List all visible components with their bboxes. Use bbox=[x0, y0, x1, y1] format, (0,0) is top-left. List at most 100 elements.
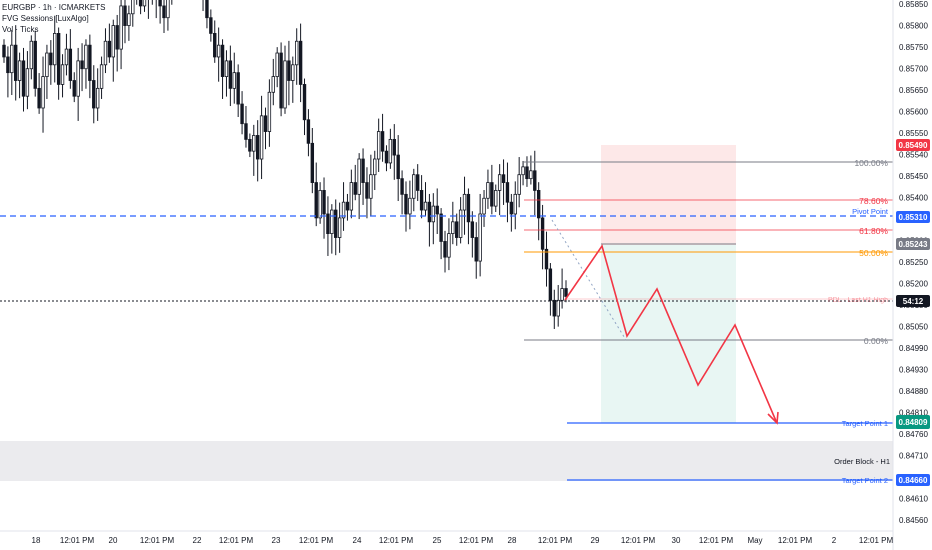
candle-body bbox=[259, 115, 264, 160]
time-tick-label: May bbox=[747, 536, 762, 545]
candle-body bbox=[521, 166, 525, 176]
candle-body bbox=[533, 170, 537, 191]
time-tick-label: 12:01 PM bbox=[299, 536, 334, 545]
price-tick-label: 0.85750 bbox=[899, 43, 928, 52]
price-tick-label: 0.85850 bbox=[899, 0, 928, 9]
fib-0-label: 0.00% bbox=[864, 336, 889, 346]
price-tick-label: 0.85700 bbox=[899, 65, 928, 74]
time-tick-label: 12:01 PM bbox=[140, 536, 175, 545]
candle-body bbox=[400, 178, 404, 195]
candle-body bbox=[427, 201, 432, 223]
time-tick-label: 12:01 PM bbox=[699, 536, 734, 545]
order-block-label: Order Block - H1 bbox=[834, 457, 890, 466]
fib-786-label: 78.60% bbox=[859, 196, 888, 206]
candle-body bbox=[322, 190, 326, 215]
candle-body bbox=[72, 80, 76, 97]
candle-body bbox=[380, 131, 385, 152]
fib-100-label: 100.00% bbox=[854, 158, 888, 168]
candle-body bbox=[451, 221, 455, 234]
price-tag-gray: 0.85243 bbox=[896, 238, 930, 250]
time-tick-label: 18 bbox=[32, 536, 41, 545]
candle-body bbox=[482, 197, 486, 215]
time-tick-label: 28 bbox=[508, 536, 517, 545]
candle-body bbox=[552, 299, 556, 317]
fib-50-label: 50.00% bbox=[859, 248, 888, 258]
time-tick-label: 12:01 PM bbox=[60, 536, 95, 545]
candle-body bbox=[435, 205, 439, 215]
pdl-label: PDL · Last H1 High bbox=[828, 297, 888, 304]
candle-body bbox=[2, 44, 6, 58]
candle-body bbox=[68, 48, 73, 81]
candle-body bbox=[439, 213, 443, 242]
symbol-title: EURGBP · 1h · ICMARKETS bbox=[2, 3, 106, 12]
indicator-volume[interactable]: Vol · Ticks bbox=[2, 25, 39, 34]
chart-header: EURGBP · 1h · ICMARKETS FVG Sessions [Lu… bbox=[2, 2, 105, 35]
candle-body bbox=[564, 288, 568, 297]
candle-body bbox=[53, 33, 57, 66]
candle-body bbox=[408, 197, 412, 215]
candle-body bbox=[95, 87, 100, 109]
price-tick-label: 0.85550 bbox=[899, 129, 928, 138]
candle-body bbox=[166, 0, 170, 19]
candle-body bbox=[76, 60, 80, 97]
candle-body bbox=[216, 44, 221, 58]
candle-body bbox=[431, 205, 436, 223]
candle-body bbox=[334, 209, 338, 238]
candle-body bbox=[228, 60, 233, 89]
candle-body bbox=[213, 33, 217, 58]
time-tick-label: 12:01 PM bbox=[379, 536, 414, 545]
candle-body bbox=[494, 190, 498, 207]
time-tick-label: 23 bbox=[272, 536, 281, 545]
candle-body bbox=[505, 182, 510, 203]
candle-body bbox=[326, 213, 330, 234]
price-tick-label: 0.84880 bbox=[899, 387, 928, 396]
candle-body bbox=[384, 150, 389, 164]
price-tick-label: 0.85200 bbox=[899, 280, 928, 289]
candle-body bbox=[423, 201, 428, 211]
price-axis[interactable]: 0.85850 0.85800 0.85750 0.85700 0.85650 0.856… bbox=[899, 0, 928, 525]
candle-body bbox=[267, 91, 272, 132]
time-tick-label: 25 bbox=[433, 536, 442, 545]
candle-body bbox=[517, 174, 521, 195]
candle-body bbox=[291, 64, 295, 81]
candle-body bbox=[447, 233, 451, 258]
price-tick-label: 0.84760 bbox=[899, 430, 928, 439]
price-tick-label: 0.85650 bbox=[899, 86, 928, 95]
candle-body bbox=[25, 68, 30, 97]
target-1-label: Target Point 1 bbox=[842, 419, 888, 428]
candle-body bbox=[478, 213, 482, 262]
price-tick-label: 0.84710 bbox=[899, 452, 928, 461]
time-tick-label: 12:01 PM bbox=[621, 536, 656, 545]
candle-body bbox=[244, 123, 248, 140]
price-tick-label: 0.84610 bbox=[899, 495, 928, 504]
candle-body bbox=[318, 190, 322, 219]
time-tick-label: 12:01 PM bbox=[778, 536, 813, 545]
candle-body bbox=[283, 60, 287, 109]
candle-body bbox=[41, 76, 45, 109]
candle-body bbox=[486, 182, 490, 199]
candle-body bbox=[373, 158, 377, 176]
candle-body bbox=[544, 248, 549, 270]
time-axis[interactable]: 18 12:01 PM 20 12:01 PM 22 12:01 PM 23 12:01 PM… bbox=[32, 536, 894, 545]
candle-body bbox=[462, 193, 467, 211]
price-tag-target2: 0.84660 bbox=[896, 474, 930, 486]
candle-body bbox=[14, 44, 18, 81]
candle-body bbox=[497, 174, 502, 191]
dotted-projection-line bbox=[551, 219, 627, 341]
price-tick-label: 0.84560 bbox=[899, 516, 928, 525]
svg-text:0.85243: 0.85243 bbox=[899, 240, 928, 249]
candle-body bbox=[295, 40, 299, 66]
candle-body bbox=[138, 0, 143, 7]
candle-body bbox=[455, 221, 459, 238]
candle-body bbox=[248, 138, 252, 152]
fib-618-label: 61.80% bbox=[859, 226, 888, 236]
price-tick-label: 0.85250 bbox=[899, 258, 928, 267]
time-tick-label: 20 bbox=[109, 536, 118, 545]
candle-body bbox=[131, 0, 135, 15]
price-tick-label: 0.85800 bbox=[899, 22, 928, 31]
candle-body bbox=[56, 33, 61, 85]
candle-body bbox=[419, 190, 424, 211]
indicator-fvg[interactable]: FVG Sessions [LuxAlgo] bbox=[2, 14, 89, 23]
candle-body bbox=[470, 221, 475, 238]
